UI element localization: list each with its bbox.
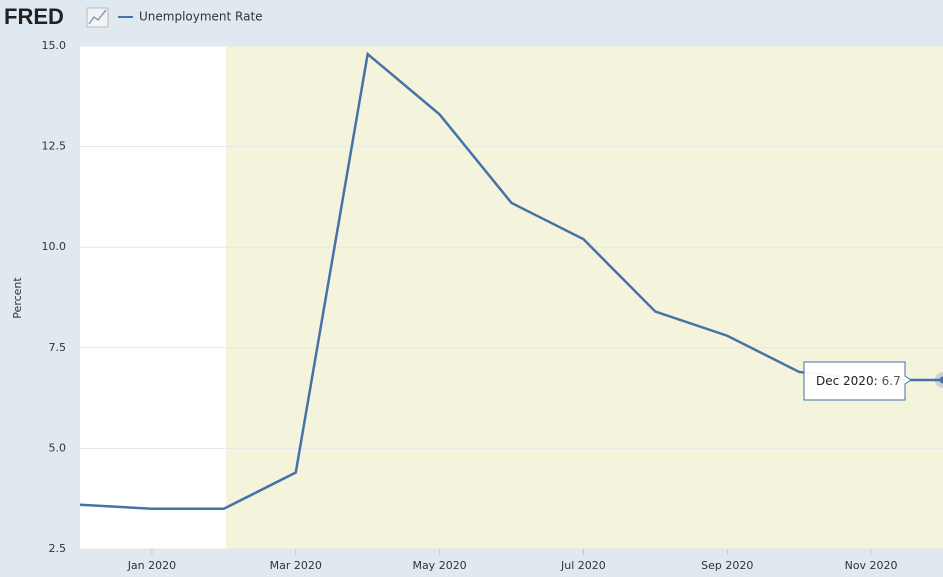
tooltip-value: 6.7 [882,374,901,388]
y-tick-label: 2.5 [49,542,67,555]
x-tick-label: Mar 2020 [270,559,322,572]
y-tick-label: 15.0 [42,39,67,52]
y-tick-label: 5.0 [49,441,67,454]
legend-label: Unemployment Rate [139,10,263,24]
tooltip-text: Dec 2020: 6.7 [816,374,901,388]
y-tick-label: 12.5 [42,140,67,153]
x-tick-label: May 2020 [412,559,466,572]
tooltip: Dec 2020: 6.7 [803,361,912,401]
x-tick-label: Jul 2020 [560,559,606,572]
data-line [79,51,943,511]
logo-icon [86,7,109,28]
x-tick-label: Sep 2020 [701,559,753,572]
hover-point [939,376,943,384]
x-tick-label: Nov 2020 [845,559,898,572]
y-axis-title: Percent [11,277,24,319]
hover-halo [935,371,943,388]
x-tick-label: Jan 2020 [127,559,176,572]
tooltip-label: Dec 2020: [816,374,878,388]
y-tick-label: 10.0 [42,240,67,253]
recession-shading [226,46,943,549]
y-tick-label: 7.5 [49,341,67,354]
logo: FRED [4,4,64,29]
tooltip-box [803,361,912,401]
